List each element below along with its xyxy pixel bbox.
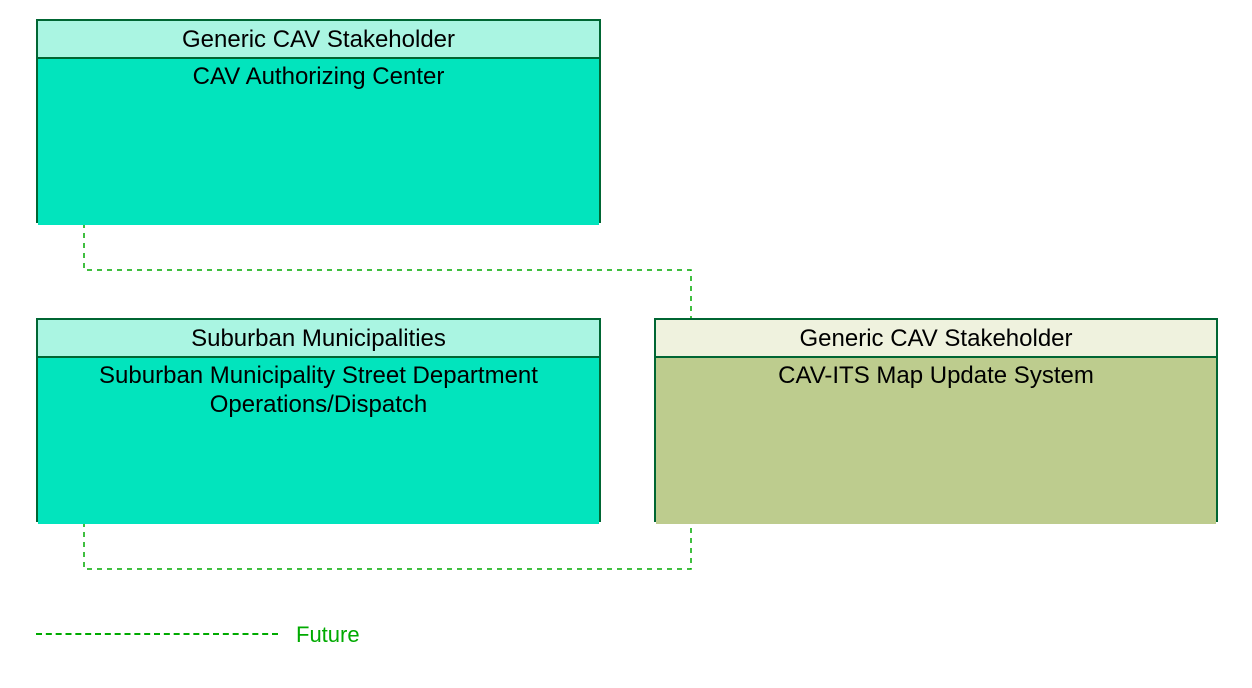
node-suburban: Suburban Municipalities Suburban Municip… [36, 318, 601, 522]
diagram-canvas: Generic CAV Stakeholder CAV Authorizing … [0, 0, 1252, 688]
node-suburban-header: Suburban Municipalities [38, 320, 599, 358]
node-cav-its: Generic CAV Stakeholder CAV-ITS Map Upda… [654, 318, 1218, 522]
node-suburban-body: Suburban Municipality Street Department … [38, 358, 599, 524]
node-suburban-header-text: Suburban Municipalities [191, 325, 446, 352]
node-cav-auth-header-text: Generic CAV Stakeholder [182, 26, 455, 53]
node-cav-auth-body: CAV Authorizing Center [38, 59, 599, 225]
node-cav-auth-header: Generic CAV Stakeholder [38, 21, 599, 59]
node-cav-auth-body-text: CAV Authorizing Center [193, 63, 445, 90]
legend-line [36, 633, 278, 635]
node-cav-its-header: Generic CAV Stakeholder [656, 320, 1216, 358]
legend-label: Future [296, 622, 360, 648]
legend-label-text: Future [296, 622, 360, 647]
node-cav-its-header-text: Generic CAV Stakeholder [799, 325, 1072, 352]
node-suburban-body-text: Suburban Municipality Street Department … [99, 362, 538, 418]
node-cav-auth: Generic CAV Stakeholder CAV Authorizing … [36, 19, 601, 223]
node-cav-its-body: CAV-ITS Map Update System [656, 358, 1216, 524]
edge-cav-auth-to-cav-its [84, 223, 691, 318]
edge-suburban-to-cav-its [84, 522, 691, 569]
node-cav-its-body-text: CAV-ITS Map Update System [778, 362, 1094, 389]
